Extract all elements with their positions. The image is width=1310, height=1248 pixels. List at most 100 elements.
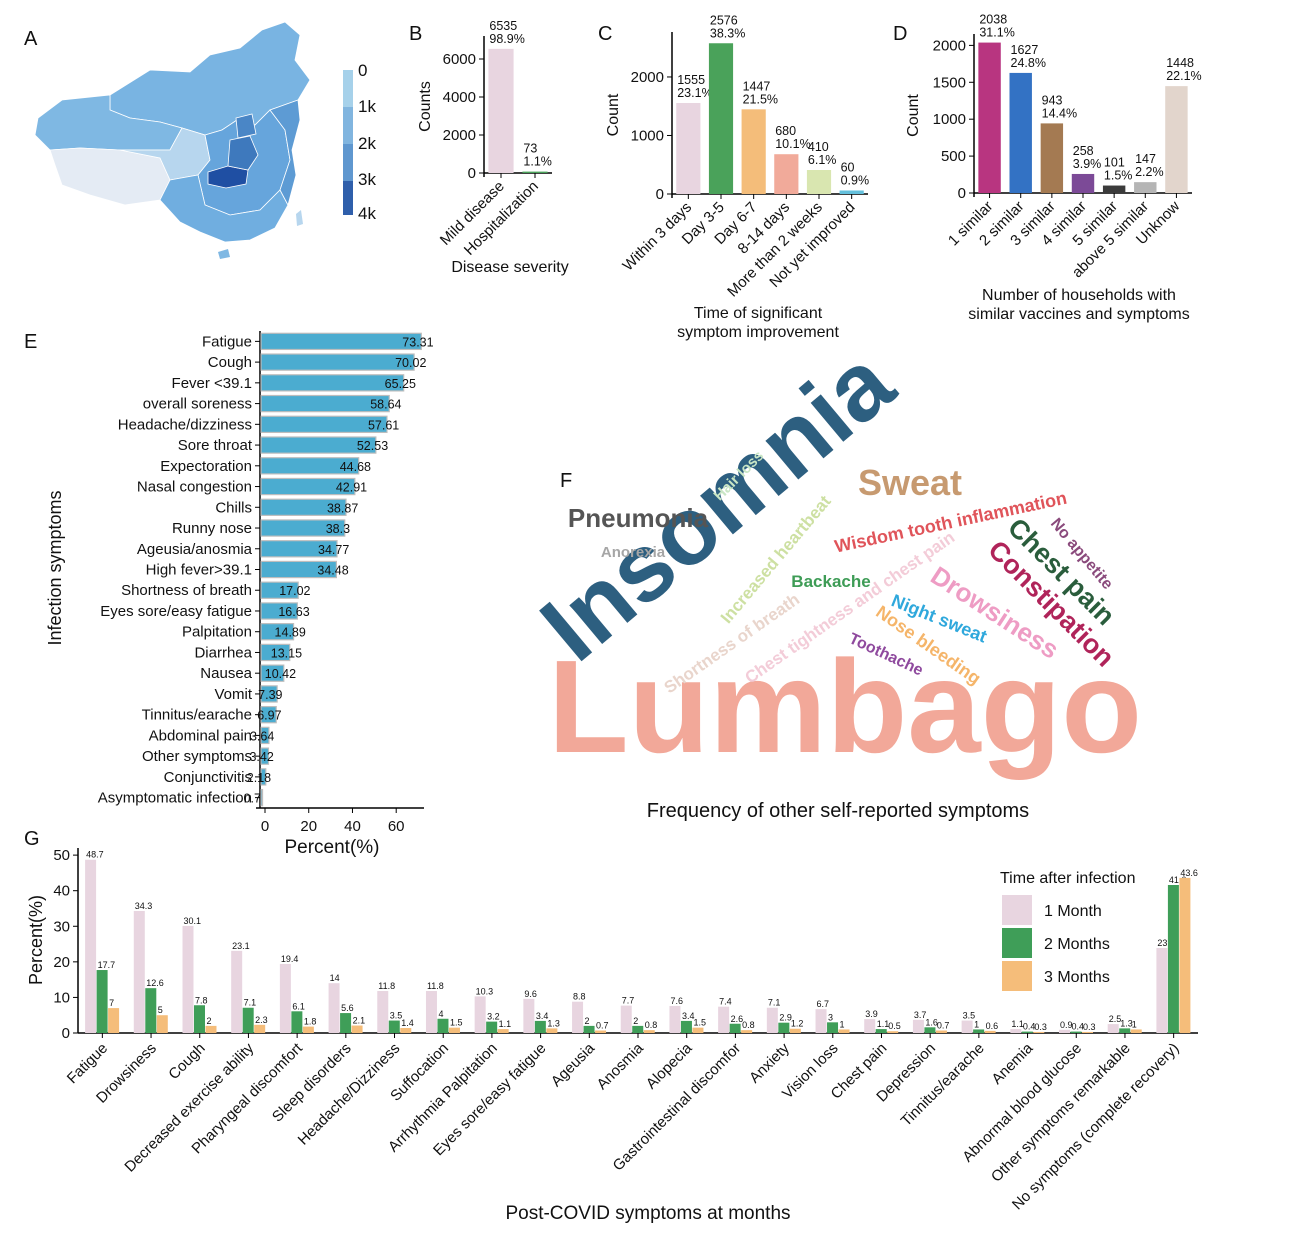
panel-g-bar-1-month-anemia xyxy=(1010,1029,1022,1033)
panel-g-data-label: 3.9 xyxy=(865,1009,878,1019)
panel-e-bar-abdominal-pain xyxy=(260,726,270,745)
panel-e-bar-sore-throat xyxy=(260,436,377,454)
panel-e-ytick-label: Sore throat xyxy=(178,437,253,454)
panel-b-bar-hospitalization xyxy=(522,171,548,173)
panel-g-bar-3-months-drowsiness xyxy=(156,1015,168,1033)
colorbar-segment-3 xyxy=(343,144,353,181)
panel-g-data-label: 0.3 xyxy=(1083,1022,1096,1032)
panel-g-data-label: 1.1 xyxy=(877,1019,890,1029)
panel-d-bar-5-similar xyxy=(1102,185,1126,193)
panel-b-y-axis-title: Counts xyxy=(417,81,434,132)
panel-d-bar-3-similar xyxy=(1040,123,1064,193)
panel-g-data-label: 0.8 xyxy=(742,1020,755,1030)
panel-e-x-axis-title: Percent(%) xyxy=(284,837,379,858)
panel-g-data-label: 6.1 xyxy=(292,1001,305,1011)
panel-b-bar-mild-disease xyxy=(488,48,514,173)
panel-e-data-label: 7.39 xyxy=(258,688,282,702)
panel-g-data-label: 1.4 xyxy=(401,1018,414,1028)
panel-g-data-label: 8.8 xyxy=(573,992,586,1002)
panel-g-data-label: 3.2 xyxy=(487,1012,500,1022)
panel-e-ytick-label: Abdominal pain xyxy=(149,727,252,744)
panel-g-data-label: 0.7 xyxy=(937,1021,950,1031)
panel-g-data-label: 0.6 xyxy=(986,1021,999,1031)
panel-e-ytick-label: Diarrhea xyxy=(194,644,252,661)
word-sweat: Sweat xyxy=(858,462,962,503)
panel-g-bar-3-months-fatigue xyxy=(108,1008,120,1033)
panel-e-ytick-label: Fatigue xyxy=(202,333,252,350)
panel-g-bar-3-months-eyes-sore-easy-fatigue xyxy=(546,1028,558,1033)
panel-e-bar-chills xyxy=(260,498,347,516)
panel-g-bar-2-months-chest-pain xyxy=(875,1029,887,1033)
panel-g-data-label: 9.6 xyxy=(524,989,537,999)
panel-e-data-label: 14.89 xyxy=(275,626,306,640)
panel-g-x-axis-title: Post-COVID symptoms at months xyxy=(505,1203,790,1224)
panel-g-bar-3-months-gastrointestinal-discomfor xyxy=(741,1030,753,1033)
panel-g-data-label: 7.7 xyxy=(622,996,635,1006)
panel-d-bar-4-similar xyxy=(1071,173,1095,193)
panel-e-ytick-label: Tinnitus/earache xyxy=(142,707,252,724)
panel-c-data-label: 60 0.9% xyxy=(841,160,870,187)
panel-g-bar-3-months-headache-dizziness xyxy=(400,1028,412,1033)
panel-g-data-label: 14 xyxy=(330,973,340,983)
panel-g-xtick-label: Cough xyxy=(165,1040,208,1083)
panel-c-data-label: 2576 38.3% xyxy=(710,13,745,40)
panel-g-bar-3-months-chest-pain xyxy=(887,1031,899,1033)
panel-g-bar-1-month-tinnitus-earache xyxy=(961,1020,973,1033)
panel-g-legend-swatch-3-months xyxy=(1002,961,1032,991)
panel-e-data-label: 38.3 xyxy=(326,522,350,536)
word-pneumonia: Pneumonia xyxy=(568,503,709,533)
panel-g-ytick-label: 10 xyxy=(53,989,70,1006)
panel-g-data-label: 1.3 xyxy=(547,1018,560,1028)
panel-c-data-label: 410 6.1% xyxy=(808,140,837,167)
panel-e-bar-fatigue xyxy=(260,332,422,351)
word-cloud: Lumbago Insomnia Sweat Pneumonia Constip… xyxy=(521,328,1142,822)
panel-g-data-label: 11.8 xyxy=(378,981,395,991)
panel-d-data-label: 1627 24.8% xyxy=(1011,43,1046,70)
panel-g-data-label: 7.1 xyxy=(244,998,257,1008)
panel-c-ytick-label: 0 xyxy=(656,186,664,203)
panel-g-bar-2-months-alopecia xyxy=(680,1020,692,1033)
panel-g-data-label: 7.8 xyxy=(195,995,208,1005)
panel-g-bar-1-month-sleep-disorders xyxy=(328,983,340,1033)
panel-g-data-label: 3 xyxy=(828,1012,833,1022)
panel-g-bar-3-months-abnormal-blood-glucose xyxy=(1082,1031,1094,1033)
panel-g-data-label: 2.1 xyxy=(353,1016,366,1026)
map-region-taiwan xyxy=(296,210,303,226)
panel-e-data-label: 42.91 xyxy=(336,481,367,495)
panel-g-bar-2-months-cough xyxy=(193,1005,205,1033)
panel-g-bar-3-months-other-symptoms-remarkable xyxy=(1130,1029,1142,1033)
panel-e-bar-nausea xyxy=(260,664,285,682)
panel-d-bar-unknow xyxy=(1165,86,1188,193)
panel-g-bar-1-month-pharyngeal-discomfort xyxy=(279,963,291,1033)
panel-g-data-label: 7.6 xyxy=(670,996,683,1006)
panel-e-bar-diarrhea xyxy=(260,643,291,662)
panel-g-xtick-label: Anxiety xyxy=(746,1039,793,1086)
panel-e-data-label: 34.77 xyxy=(318,543,349,557)
panel-e-ytick-label: Shortness of breath xyxy=(121,582,252,599)
panel-g-data-label: 3.4 xyxy=(682,1011,695,1021)
colorbar-tick-3: 3k xyxy=(358,170,376,189)
panel-e-ytick-label: Vomit xyxy=(214,686,252,703)
word-backache: Backache xyxy=(791,572,870,591)
panel-g-xtick-label: Fatigue xyxy=(64,1040,111,1087)
panel-letter-d: D xyxy=(893,23,907,45)
panel-d-data-label: 1448 22.1% xyxy=(1166,56,1201,83)
colorbar-tick-4: 4k xyxy=(358,204,376,223)
panel-g-bar-3-months-suffocation xyxy=(448,1027,460,1033)
panel-g-data-label: 1.5 xyxy=(450,1018,463,1028)
panel-e-xtick-label: 20 xyxy=(300,818,317,835)
panel-g-bar-1-month-no-symptoms-complete-recovery xyxy=(1156,947,1168,1033)
colorbar-tick-2: 2k xyxy=(358,134,376,153)
panel-e-bar-vomit xyxy=(260,685,278,703)
panel-g-bar-2-months-vision-loss xyxy=(827,1022,839,1033)
panel-g-bar-3-months-cough xyxy=(205,1025,217,1033)
panel-g-bar-2-months-anemia xyxy=(1021,1031,1033,1033)
panel-g-data-label: 43.6 xyxy=(1180,868,1198,878)
panel-g-data-label: 2.5 xyxy=(1109,1014,1122,1024)
panel-d-ytick-label: 1000 xyxy=(933,111,966,128)
panel-c-ytick-label: 1000 xyxy=(631,127,664,144)
panel-g-bar-3-months-decreased-exercise-ability xyxy=(254,1024,266,1033)
panel-g-bar-2-months-no-symptoms-complete-recovery xyxy=(1167,885,1179,1033)
panel-g-legend-swatch-1-month xyxy=(1002,895,1032,925)
